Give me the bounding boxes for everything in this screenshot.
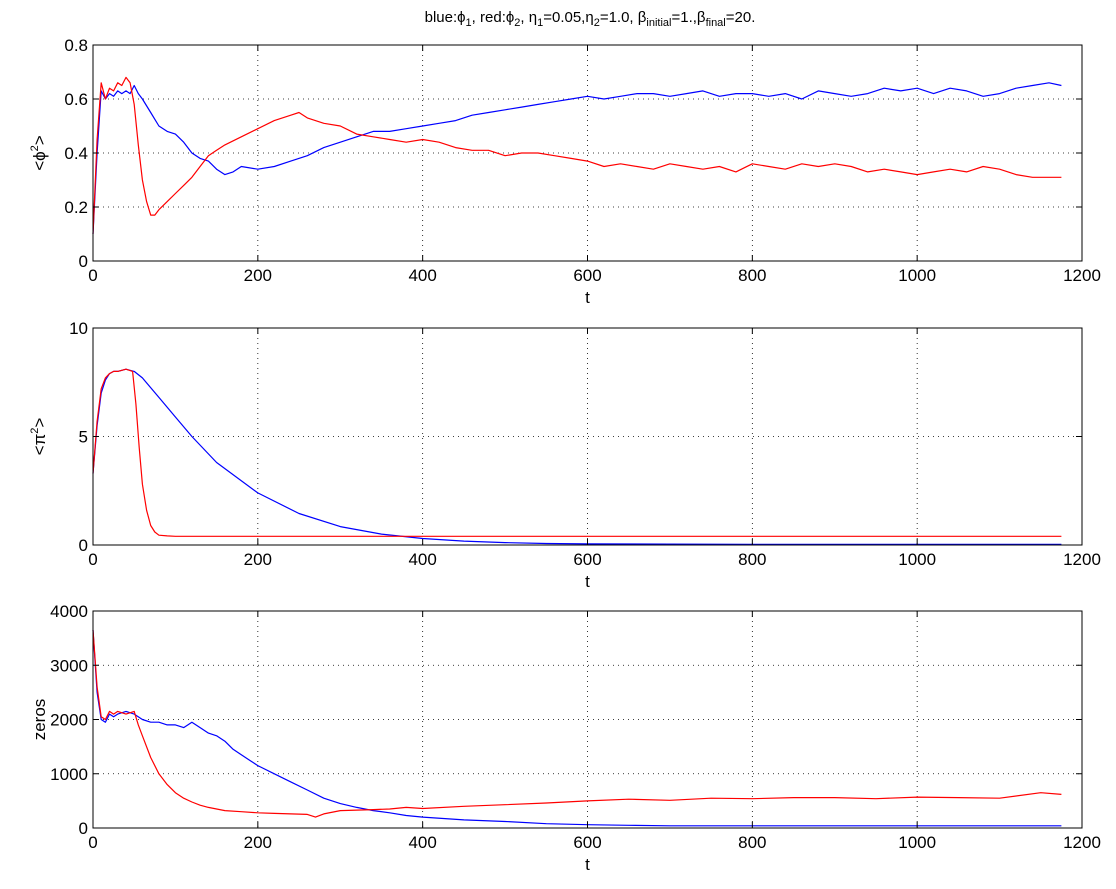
- phi-squared-ytick-label: 0.2: [64, 198, 88, 217]
- zeros-xaxis-label: t: [585, 855, 590, 874]
- zeros-series-red-line: [92, 629, 1062, 818]
- pi-squared-xaxis-label: t: [585, 572, 590, 591]
- phi-squared-xtick-label: 1000: [898, 266, 936, 285]
- figure-title: blue:ϕ1, red:ϕ2, η1=0.05,η2=1.0, βinitia…: [425, 9, 756, 29]
- phi-squared-series-red-line: [92, 76, 1062, 235]
- title-eta-1: η: [529, 9, 537, 26]
- title-beta-initial-val: =1.,: [671, 9, 696, 26]
- zeros-ytick-label: 1000: [50, 765, 88, 784]
- title-eta-sub-1: 1: [537, 17, 543, 29]
- title-red-prefix: red:: [480, 9, 506, 26]
- phi-squared-xtick-label: 200: [244, 266, 272, 285]
- zeros-xtick-label: 800: [738, 833, 766, 852]
- zeros-ytick-label: 0: [79, 819, 88, 838]
- title-phi-1: ϕ: [457, 9, 465, 26]
- zeros-xtick-label: 1200: [1063, 833, 1101, 852]
- pi-squared-yaxis-label: <π2>: [29, 418, 49, 456]
- title-beta-sub-initial: initial: [646, 17, 671, 29]
- pi-squared-xtick-label: 200: [244, 550, 272, 569]
- title-blue-prefix: blue:: [425, 9, 458, 26]
- phi-squared-yaxis-label: <ϕ2>: [29, 135, 49, 171]
- phi-squared-ytick-label: 0.8: [64, 36, 88, 55]
- zeros-xtick-label: 0: [88, 833, 97, 852]
- zeros-panel: 0 200 400 600 800 1000 1200 0 1000 2000 3000 4000 t z…: [30, 602, 1101, 874]
- title-beta-1: β: [638, 9, 647, 26]
- phi-squared-series-blue-line: [92, 82, 1062, 235]
- title-beta-sub-final: final: [706, 17, 726, 29]
- phi-squared-xtick-label: 0: [88, 266, 97, 285]
- title-sub-2: 2: [514, 17, 520, 29]
- title-eta-2: η: [585, 9, 593, 26]
- pi-squared-ytick-label: 5: [79, 428, 88, 447]
- phi-squared-xtick-label: 1200: [1063, 266, 1101, 285]
- title-eta1-val: =0.05,: [543, 9, 585, 26]
- phi-squared-xtick-label: 800: [738, 266, 766, 285]
- pi-squared-xtick-label: 600: [573, 550, 601, 569]
- phi-squared-xtick-label: 600: [573, 266, 601, 285]
- zeros-ytick-label: 4000: [50, 602, 88, 621]
- pi-squared-xtick-label: 400: [408, 550, 436, 569]
- zeros-ytick-label: 3000: [50, 656, 88, 675]
- phi-squared-ytick-label: 0: [79, 252, 88, 271]
- title-beta-final-val: =20.: [726, 9, 756, 26]
- title-eta-sub-2: 2: [594, 17, 600, 29]
- title-beta-2: β: [697, 9, 706, 26]
- pi-squared-xtick-label: 800: [738, 550, 766, 569]
- zeros-yaxis-label: zeros: [30, 699, 49, 741]
- phi-squared-ytick-label: 0.6: [64, 90, 88, 109]
- pi-squared-ytick-label: 10: [69, 319, 88, 338]
- pi-squared-series-red-line: [92, 368, 1062, 537]
- phi-squared-xtick-label: 400: [408, 266, 436, 285]
- pi-squared-ytick-label: 0: [79, 536, 88, 555]
- phi-squared-xaxis-label: t: [585, 288, 590, 307]
- title-sub-1: 1: [466, 17, 472, 29]
- title-phi-2: ϕ: [506, 9, 514, 26]
- pi-squared-panel: 0 200 400 600 800 1000 1200 0 5 10 t <π2>: [29, 319, 1101, 591]
- zeros-xtick-label: 1000: [898, 833, 936, 852]
- zeros-xtick-label: 400: [408, 833, 436, 852]
- pi-squared-xtick-label: 1200: [1063, 550, 1101, 569]
- pi-squared-xtick-label: 0: [88, 550, 97, 569]
- zeros-xtick-label: 200: [244, 833, 272, 852]
- zeros-xtick-label: 600: [573, 833, 601, 852]
- phi-squared-panel: 0 200 400 600 800 1000 1200 0 0.2 0.4 0.6 0.8 t <ϕ2>: [29, 36, 1101, 307]
- pi-squared-xtick-label: 1000: [898, 550, 936, 569]
- phi-squared-ytick-label: 0.4: [64, 144, 88, 163]
- title-eta2-val: =1.0,: [600, 9, 634, 26]
- zeros-ytick-label: 2000: [50, 711, 88, 730]
